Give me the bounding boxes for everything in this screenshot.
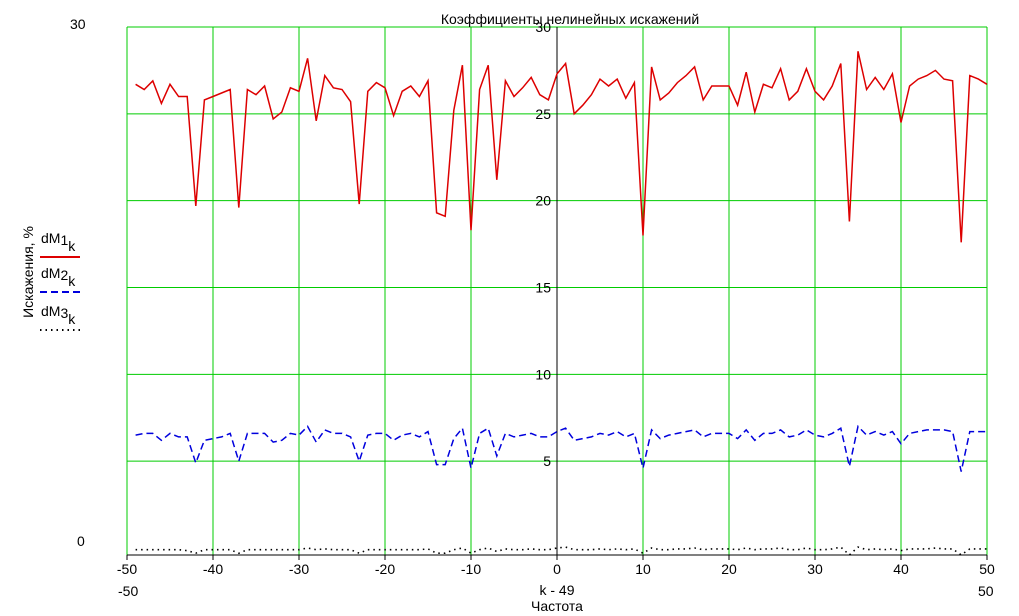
x-tick-label: 40 xyxy=(893,561,909,577)
x-tick-label: -10 xyxy=(461,561,481,577)
y-tick-label: 20 xyxy=(535,193,551,209)
x-tick-label: -50 xyxy=(117,561,137,577)
y-tick-label: 10 xyxy=(535,366,551,382)
legend-label: dM1k xyxy=(41,230,76,254)
x-tick-label: -40 xyxy=(203,561,223,577)
x-tick-label: 30 xyxy=(807,561,823,577)
legend-label: dM2k xyxy=(41,265,76,289)
x-tick-label: -30 xyxy=(289,561,309,577)
x-range-min: -50 xyxy=(118,583,138,599)
x-tick-label: 50 xyxy=(979,561,995,577)
legend-label: dM3k xyxy=(41,303,76,327)
x-tick-label: 10 xyxy=(635,561,651,577)
x-tick-label: -20 xyxy=(375,561,395,577)
x-tick-label: 0 xyxy=(553,561,561,577)
y-tick-label: 25 xyxy=(535,106,551,122)
chart-title: Коэффициенты нелинейных искажений xyxy=(441,11,699,27)
series-line-dM1-k xyxy=(135,51,988,243)
y-axis-label: Искажения, % xyxy=(20,226,36,318)
y-range-max: 30 xyxy=(70,16,86,32)
y-tick-label: 15 xyxy=(535,280,551,296)
axis-ticks: -50 -40 -30 -20 -10 0 10 20 30 40 50 5 10 15 20 25 30 xyxy=(117,19,995,577)
y-range-min: 0 xyxy=(77,533,85,549)
x-range-max: 50 xyxy=(978,583,994,599)
x-tick-label: 20 xyxy=(721,561,737,577)
y-tick-label: 30 xyxy=(535,19,551,35)
series-layer xyxy=(135,51,988,556)
y-tick-label: 5 xyxy=(543,453,551,469)
x-axis-label: Частота xyxy=(531,598,583,614)
series-line-dM3-k xyxy=(135,546,987,556)
series-line-dM2-k xyxy=(135,424,987,472)
x-axis-expression: k - 49 xyxy=(539,582,574,598)
legend: dM1k dM2k dM3k xyxy=(40,230,80,331)
